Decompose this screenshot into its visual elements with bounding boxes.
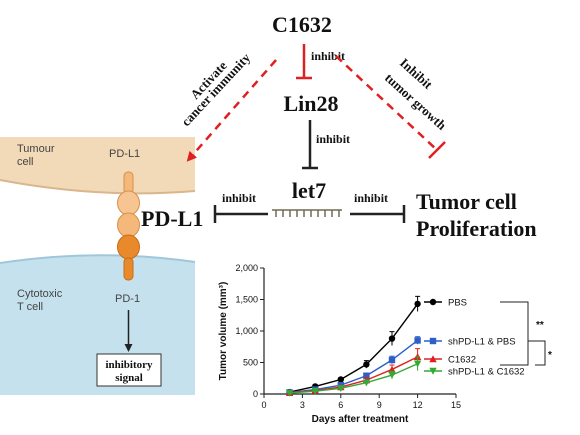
sig-bracket-2	[530, 340, 546, 366]
pdl1-small-label: PD-L1	[109, 148, 140, 160]
sig-bracket-1b	[500, 341, 529, 366]
series-line-3	[289, 363, 418, 394]
tcell-membrane-edge	[0, 254, 196, 264]
edge-lin28-let7-label: inhibit	[316, 132, 350, 146]
node-tumor-cell: Tumor cell	[416, 189, 517, 214]
x-tick-label: 9	[377, 400, 382, 410]
tumour-cell-region	[0, 137, 195, 194]
node-let7: let7	[292, 178, 326, 203]
data-point	[414, 337, 421, 344]
data-point	[363, 361, 370, 368]
data-point	[413, 360, 422, 368]
signal-box	[96, 353, 162, 387]
data-point	[388, 356, 396, 364]
legend-label: PBS	[448, 298, 467, 309]
pdl1-domain-2	[117, 212, 140, 238]
tumour-label-line1: Tumour	[17, 143, 55, 155]
tumor-volume-chart: 0 3 6 9 12 15 0 500 1,000 1,500 2,000 Days after tr…	[218, 263, 552, 425]
node-proliferation: Proliferation	[416, 216, 537, 241]
cytotoxic-label-line2: T cell	[17, 301, 43, 313]
data-point	[388, 335, 396, 342]
data-point	[337, 385, 345, 393]
series-line-0	[289, 303, 419, 393]
y-tick-label: 1,500	[235, 295, 258, 305]
edge-c1632-lin28-label: inhibit	[311, 49, 345, 63]
legend-marker	[429, 355, 437, 363]
x-tick-label: 0	[261, 400, 266, 410]
pdl1-domain-1	[117, 190, 140, 216]
y-tick-label: 2,000	[235, 263, 258, 273]
mirna-comb	[272, 209, 342, 217]
legend-marker	[429, 367, 437, 375]
y-axis-label: Tumor volume (mm³)	[218, 282, 229, 381]
data-point	[414, 300, 421, 308]
pd1-small-label: PD-1	[115, 293, 140, 305]
signal-label-line2: signal	[115, 372, 143, 384]
edge-let7-pdl1-label: inhibit	[222, 191, 256, 205]
y-tick-label: 1,000	[235, 326, 258, 336]
inhibit-growth-bar	[428, 141, 446, 159]
data-point	[362, 379, 371, 387]
data-point	[363, 372, 370, 379]
x-tick-label: 6	[338, 400, 343, 410]
node-lin28: Lin28	[283, 91, 338, 116]
x-tick-label: 15	[451, 400, 461, 410]
legend-marker	[429, 337, 437, 345]
x-tick-label: 12	[413, 400, 423, 410]
activate-arrow	[186, 59, 277, 162]
sig-bracket-1	[500, 301, 534, 342]
y-tick-label: 0	[253, 389, 258, 399]
sig-label-1: **	[536, 320, 544, 331]
inhibit-growth-line	[335, 55, 438, 151]
tumour-label-line2: cell	[17, 156, 34, 168]
legend-label: shPD-L1 & C1632	[448, 367, 525, 378]
legend-label: shPD-L1 & PBS	[448, 337, 516, 348]
series-line-1	[289, 339, 419, 394]
data-point	[337, 376, 344, 383]
cytotoxic-label-line1: Cytotoxic	[17, 288, 63, 300]
x-tick-label: 3	[300, 400, 305, 410]
edge-let7-prolif-label: inhibit	[354, 191, 388, 205]
signal-label-line1: inhibitory	[105, 359, 153, 371]
legend-label: C1632	[448, 355, 476, 366]
pd1-stalk	[123, 257, 134, 281]
pd1-domain	[117, 234, 140, 260]
tumour-membrane-edge	[0, 179, 196, 195]
cell-panel: Tumour cell PD-L1 Cytotoxic T cell PD-1 …	[0, 137, 196, 395]
y-tick-label: 500	[243, 358, 258, 368]
pathway: C1632 inhibit Lin28 inhibit let7 inhi	[141, 12, 537, 241]
x-axis-label: Days after treatment	[312, 414, 409, 425]
data-point	[285, 389, 294, 397]
sig-label-2: *	[548, 350, 552, 361]
data-point	[388, 371, 396, 379]
node-c1632: C1632	[272, 12, 332, 37]
data-point	[311, 387, 319, 395]
legend-marker	[429, 298, 437, 306]
node-pdl1: PD-L1	[141, 206, 203, 231]
